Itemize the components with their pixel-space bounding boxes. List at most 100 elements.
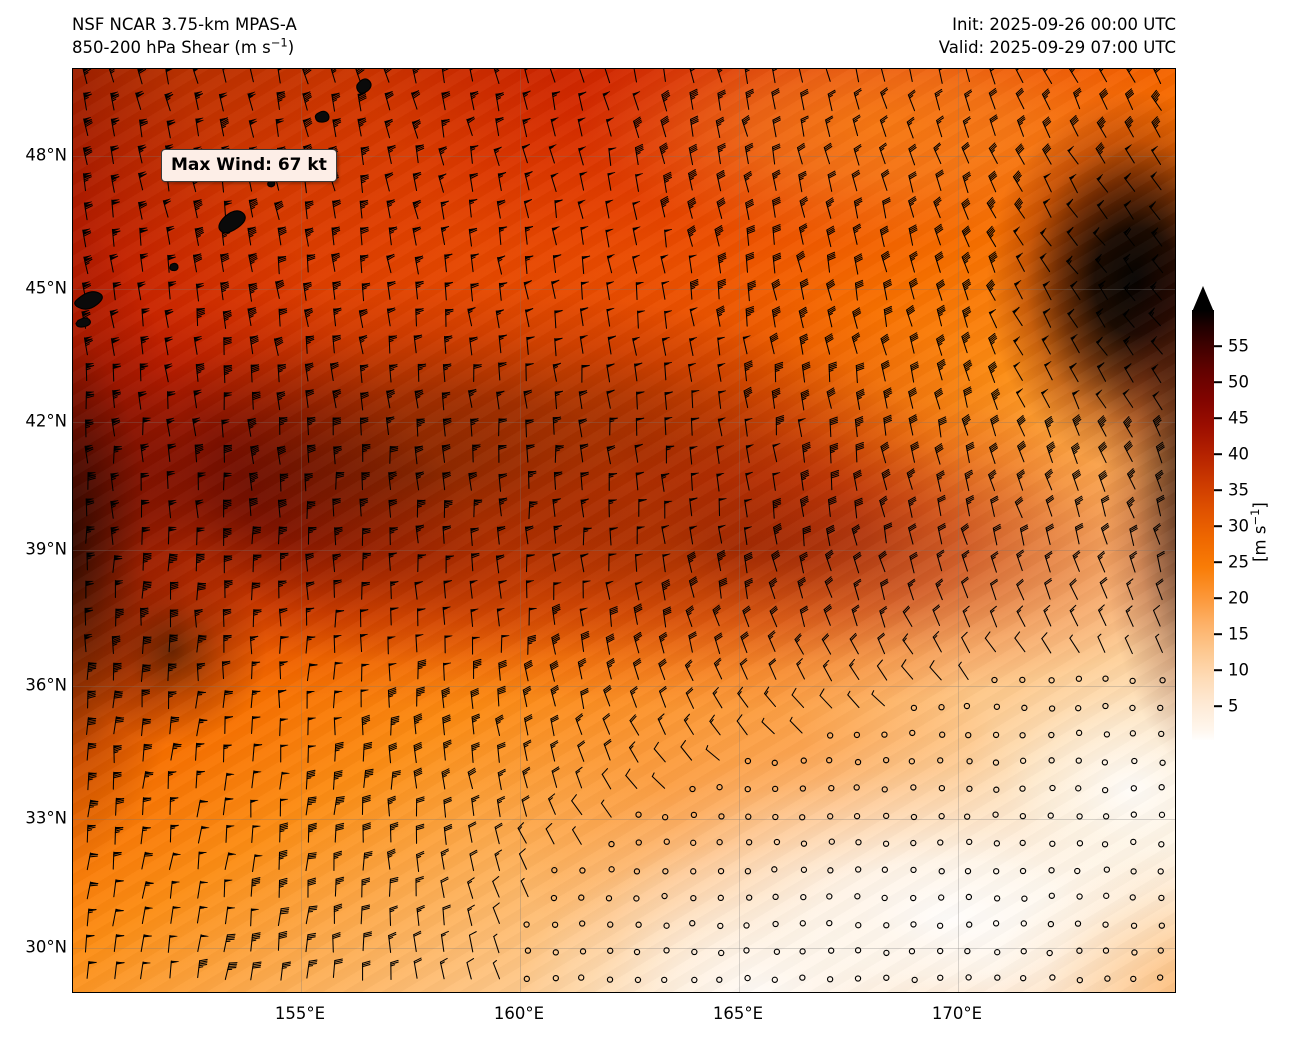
wind-barb — [965, 731, 972, 739]
wind-barb — [415, 823, 425, 844]
wind-barb — [251, 661, 261, 680]
wind-barb — [773, 523, 782, 545]
wind-barb — [736, 714, 748, 736]
wind-barb — [717, 363, 726, 382]
wind-barb — [494, 822, 503, 845]
wind-barb — [1019, 732, 1026, 739]
wind-barb — [443, 739, 452, 761]
wind-barb — [663, 69, 666, 82]
wind-barb — [1076, 947, 1083, 954]
wind-barb — [772, 920, 779, 928]
wind-barb — [247, 91, 256, 111]
wind-barb — [768, 658, 777, 680]
wind-barb — [883, 922, 890, 929]
wind-barb — [414, 255, 424, 275]
wind-barb — [933, 142, 942, 165]
wind-barb — [606, 976, 614, 983]
wind-barb — [879, 142, 887, 165]
map-plot-area: Max Wind: 67 kt — [72, 68, 1176, 993]
wind-barb — [746, 894, 753, 901]
wind-barb — [743, 526, 752, 546]
wind-barb — [332, 553, 341, 573]
wind-barb — [389, 822, 399, 843]
wind-barb — [799, 605, 809, 628]
wind-barb — [636, 391, 645, 410]
wind-barb — [1092, 227, 1106, 246]
wind-barb — [1097, 415, 1107, 437]
wind-barb — [825, 549, 834, 572]
wind-barb — [468, 227, 478, 247]
colorbar-tick-label: 5 — [1228, 696, 1239, 716]
wind-barb — [855, 362, 865, 384]
wind-barb — [280, 744, 289, 763]
wind-barb — [1014, 197, 1025, 219]
wind-barb — [520, 877, 529, 898]
wind-barb — [441, 444, 451, 463]
wind-barb — [1151, 254, 1164, 274]
wind-barb — [466, 958, 475, 980]
wind-barb — [223, 744, 232, 763]
wind-barb — [881, 250, 891, 273]
wind-barb — [1129, 550, 1138, 573]
wind-barb — [933, 196, 942, 219]
wind-barb — [878, 550, 887, 573]
wind-barb — [986, 279, 996, 301]
wind-barb — [166, 470, 175, 489]
wind-barb — [360, 146, 370, 166]
wind-barb — [110, 337, 120, 356]
wind-barb — [1126, 69, 1136, 83]
wind-barb — [990, 414, 1000, 437]
wind-barb — [140, 961, 151, 980]
wind-barb — [223, 200, 232, 219]
wind-barb — [1124, 363, 1134, 383]
wind-barb — [413, 930, 422, 953]
colorbar: 5 10 15 20 25 30 35 40 45 50 55 [m s−1] — [1192, 286, 1295, 766]
wind-barb — [1074, 495, 1084, 518]
wind-barb — [606, 307, 615, 327]
wind-barb — [193, 389, 202, 409]
wind-barb — [194, 226, 204, 246]
wind-barb — [608, 553, 617, 572]
colorbar-extend-bottom — [1192, 740, 1214, 766]
wind-barb — [871, 690, 885, 707]
wind-barb — [772, 169, 781, 191]
wind-barb — [494, 849, 503, 872]
wind-barb — [108, 69, 116, 83]
wind-barb — [1070, 334, 1080, 354]
wind-barb — [195, 553, 205, 572]
wind-barb — [416, 418, 425, 437]
wind-barb — [1122, 388, 1134, 408]
wind-barb — [769, 605, 778, 628]
wind-barb — [169, 609, 179, 628]
wind-barb — [855, 866, 862, 873]
wind-barb — [635, 417, 645, 436]
wind-barb — [800, 115, 809, 137]
wind-barb — [223, 364, 233, 384]
wind-barb — [1042, 69, 1053, 84]
wind-barb — [1042, 280, 1052, 301]
wind-barb — [1129, 704, 1136, 712]
wind-barb — [745, 88, 754, 110]
wind-barb — [330, 362, 339, 382]
wind-barb — [390, 715, 400, 736]
wind-barb — [606, 363, 615, 383]
wind-barb — [798, 170, 807, 193]
wind-barb — [500, 634, 510, 653]
wind-barb — [1048, 677, 1055, 684]
wind-barb — [415, 308, 424, 327]
wind-barb — [772, 498, 782, 519]
wind-barb — [937, 974, 944, 981]
wind-barb — [1096, 116, 1107, 138]
wind-barb — [1151, 116, 1161, 138]
wind-barb — [415, 280, 424, 300]
wind-barb — [632, 201, 641, 220]
model-name: NSF NCAR 3.75-km MPAS-A — [72, 15, 297, 34]
wind-barb — [306, 959, 318, 979]
wind-barb — [1102, 921, 1109, 928]
xtick-label: 165°E — [712, 1004, 764, 1023]
wind-barb — [826, 387, 836, 409]
wind-barb — [1097, 633, 1106, 653]
wind-barb — [683, 713, 694, 735]
wind-barb — [360, 174, 369, 193]
wind-barb — [360, 689, 369, 708]
